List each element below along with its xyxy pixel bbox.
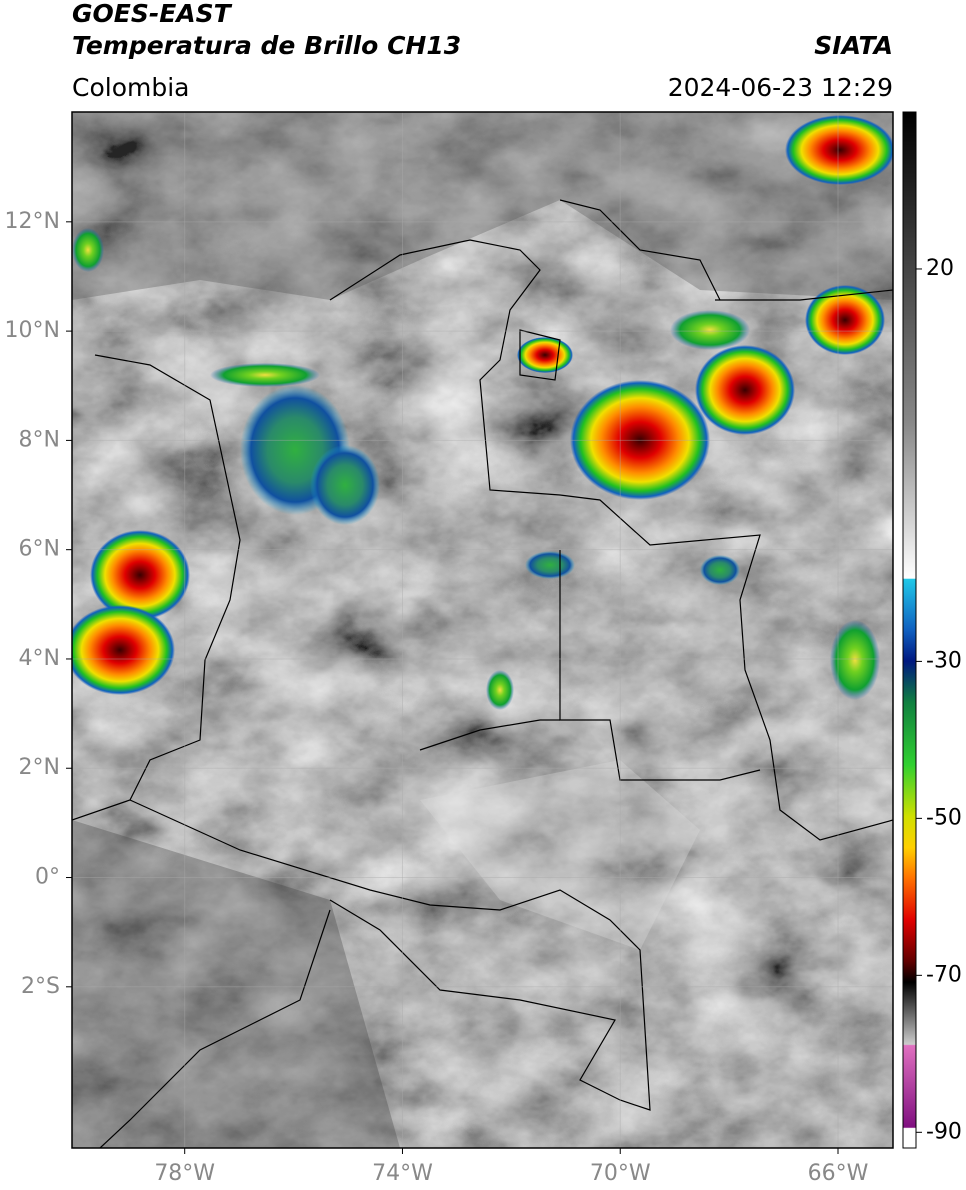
graticule bbox=[72, 112, 893, 1148]
y-tick-label: 12°N bbox=[5, 209, 60, 234]
x-tick-label: 74°W bbox=[372, 1161, 433, 1186]
subtitle: Temperatura de Brillo CH13 bbox=[72, 31, 461, 60]
x-tick-label: 66°W bbox=[808, 1161, 869, 1186]
colorbar-tick-label: -70 bbox=[926, 962, 962, 987]
colorbar-tick-label: -30 bbox=[926, 648, 962, 673]
colorbar-tick-label: -50 bbox=[926, 805, 962, 830]
y-tick-label: 6°N bbox=[19, 537, 60, 562]
x-tick-label: 70°W bbox=[590, 1161, 651, 1186]
datetime: 2024-06-23 12:29 bbox=[668, 73, 893, 102]
colorbar-tick-label: -90 bbox=[926, 1119, 962, 1144]
x-tick-label: 78°W bbox=[154, 1161, 215, 1186]
colorbar bbox=[902, 111, 917, 1149]
y-tick-label: 2°N bbox=[19, 755, 60, 780]
satellite-image bbox=[72, 112, 893, 1148]
y-tick-label: 10°N bbox=[5, 318, 60, 343]
source: SIATA bbox=[814, 31, 893, 60]
y-tick-label: 0° bbox=[35, 865, 60, 890]
y-tick-label: 8°N bbox=[19, 427, 60, 452]
title: GOES-EAST bbox=[72, 0, 233, 28]
y-tick-label: 4°N bbox=[19, 646, 60, 671]
map-frame bbox=[71, 111, 894, 1149]
y-tick-label: 2°S bbox=[21, 974, 60, 999]
region: Colombia bbox=[72, 73, 189, 102]
colorbar-tick-label: 20 bbox=[926, 256, 954, 281]
